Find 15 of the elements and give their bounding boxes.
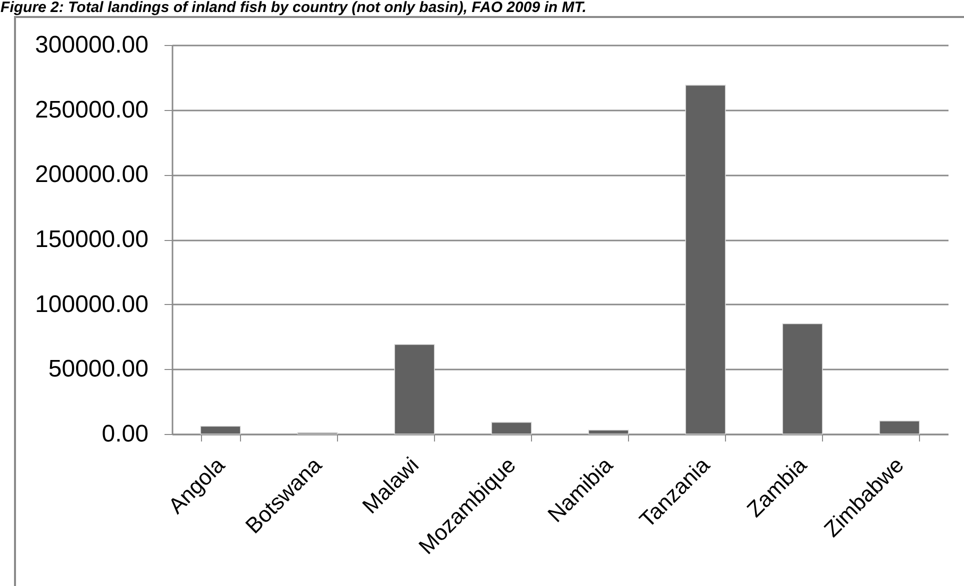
bar	[200, 426, 241, 434]
y-tick-label: 0.00	[102, 420, 148, 448]
y-tick-label: 150000.00	[35, 226, 148, 253]
bar	[879, 420, 920, 434]
bar	[782, 323, 823, 434]
bar	[491, 422, 532, 434]
y-tick-label: 200000.00	[35, 161, 148, 188]
bar	[685, 84, 726, 434]
y-tick-label: 300000.00	[35, 32, 148, 58]
chart-title: Figure 2: Total landings of inland fish by country (not only basin), FAO 2009 in MT.	[0, 0, 586, 16]
y-tick-label: 50000.00	[48, 356, 148, 383]
bar	[588, 430, 629, 434]
y-tick-label: 250000.00	[35, 96, 148, 124]
bar	[394, 344, 435, 434]
y-tick-label: 100000.00	[35, 290, 148, 318]
